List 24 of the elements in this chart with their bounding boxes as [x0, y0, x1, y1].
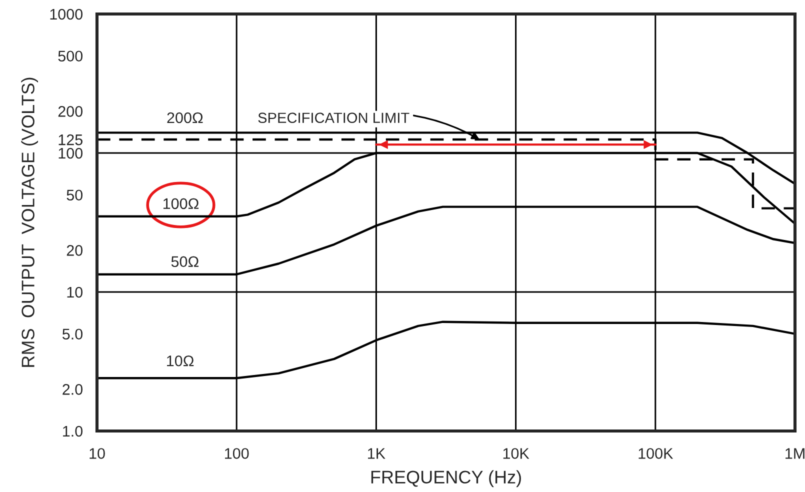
annotation: SPECIFICATION LIMIT	[258, 112, 410, 123]
y-tick-label: 100	[58, 148, 83, 159]
annotation: 10Ω	[167, 355, 194, 366]
y-tick-label: 50	[66, 190, 83, 201]
y-tick-label: 125	[58, 134, 82, 146]
annotation: 100Ω	[163, 198, 199, 210]
y-axis-title: RMS OUTPUT VOLTAGE (VOLTS)	[21, 78, 38, 367]
x-tick-label: 1K	[368, 448, 386, 459]
y-tick-label: 500	[58, 50, 83, 62]
y-tick-label: 2.0	[62, 384, 83, 395]
annotation: 200Ω	[167, 112, 203, 124]
y-tick-label: 200	[58, 106, 83, 117]
x-tick-label: 1M	[786, 448, 804, 459]
x-axis-title: FREQUENCY (Hz)	[371, 470, 521, 488]
x-tick-label: 100K	[638, 448, 674, 459]
x-tick-label: 10K	[503, 448, 530, 459]
y-tick-label: 1000	[50, 8, 83, 20]
y-tick-label: 5.0	[62, 328, 83, 340]
x-tick-label: 100	[225, 448, 249, 459]
x-tick-label: 10	[90, 448, 105, 459]
annotation: 50Ω	[171, 256, 198, 268]
y-tick-label: 20	[66, 245, 83, 256]
y-tick-label: 10	[67, 286, 83, 298]
y-tick-label: 1.0	[63, 426, 83, 437]
